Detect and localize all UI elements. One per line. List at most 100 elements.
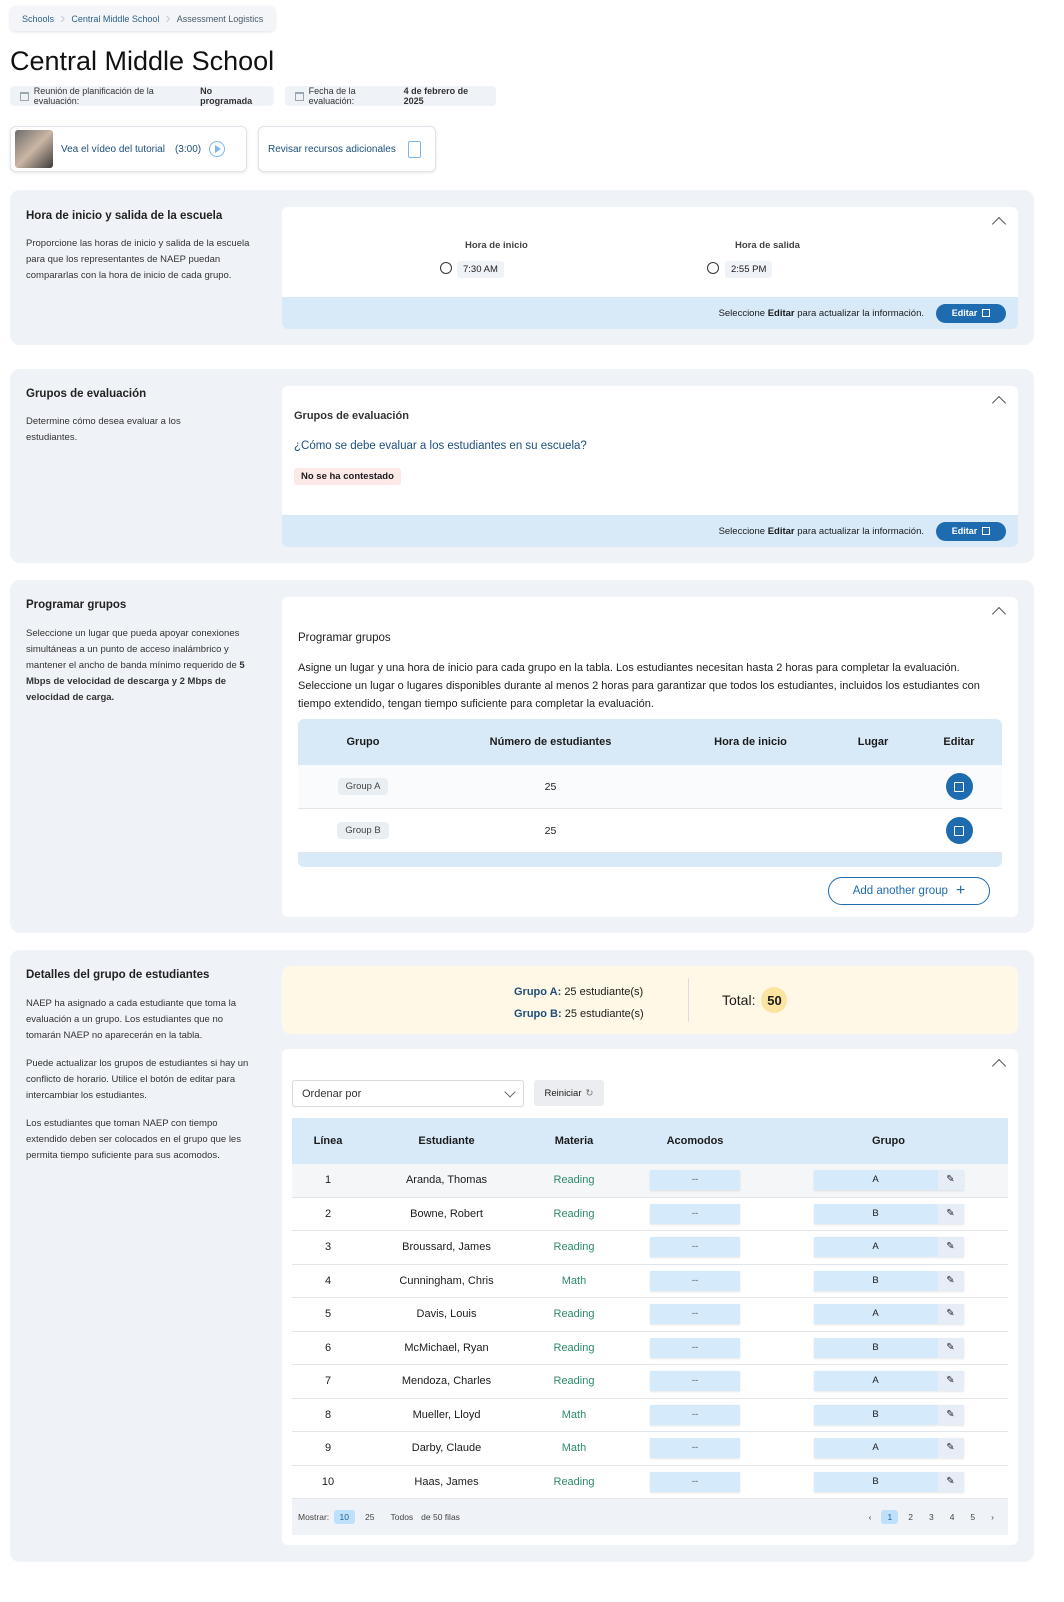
col-start: Hora de inicio	[714, 736, 787, 748]
student-count: 25	[544, 780, 557, 793]
total-badge: 50	[761, 987, 788, 1013]
page-2[interactable]: 2	[908, 1512, 913, 1522]
page-1[interactable]: 1	[881, 1510, 899, 1524]
edit-group-button[interactable]	[945, 817, 973, 844]
edit-group-button[interactable]	[945, 773, 973, 800]
group-pill: Group B	[337, 822, 389, 839]
table-row: 4 Cunningham, Chris Math -- B ✎	[292, 1264, 1008, 1298]
group-field: A ✎	[813, 1170, 964, 1191]
breadcrumb-current: Assessment Logistics	[176, 13, 264, 24]
breadcrumb-school[interactable]: Central Middle School	[71, 13, 160, 24]
line-number: 7	[324, 1375, 332, 1388]
tutorial-video-button[interactable]: Vea el vídeo del tutorial (3:00)	[10, 126, 247, 172]
table-row: 10 Haas, James Reading -- B ✎	[292, 1465, 1008, 1499]
table-row: Group A 25	[298, 765, 1002, 809]
additional-resources-button[interactable]: Revisar recursos adicionales	[258, 126, 436, 172]
question: ¿Cómo se debe evaluar a los estudiantes …	[294, 440, 587, 452]
pencil-icon[interactable]: ✎	[937, 1438, 964, 1459]
chevron-up-icon[interactable]	[991, 1058, 1007, 1074]
subject: Reading	[553, 1375, 595, 1388]
pencil-icon[interactable]: ✎	[937, 1471, 964, 1492]
chevron-right-icon: ›	[165, 9, 171, 27]
page-4[interactable]: 4	[949, 1512, 955, 1522]
line-number: 5	[324, 1308, 332, 1321]
page-size-25[interactable]: 25	[365, 1512, 375, 1522]
instructions: Asigne un lugar y una hora de inicio par…	[298, 662, 980, 710]
section-title: Programar grupos	[26, 599, 127, 611]
groups-table: Grupo Número de estudiantes Hora de inic…	[298, 719, 1002, 867]
planning-meeting-badge: Reunión de planificación de la evaluació…	[10, 86, 274, 106]
table-header: Grupo Número de estudiantes Hora de inic…	[298, 719, 1002, 765]
schedule-groups-card: Programar grupos Asigne un lugar y una h…	[282, 597, 1018, 917]
chevron-up-icon[interactable]	[991, 395, 1007, 411]
edit-footer: Seleccione Editar para actualizar la inf…	[282, 515, 1018, 547]
breadcrumb: Schools › Central Middle School › Assessme…	[10, 6, 276, 31]
chevron-up-icon[interactable]	[991, 606, 1007, 622]
row-count: de 50 filas	[421, 1512, 460, 1522]
refresh-icon: ↻	[585, 1087, 594, 1099]
edit-button[interactable]: Editar	[936, 303, 1006, 323]
accommodations: --	[650, 1404, 740, 1425]
breadcrumb-schools[interactable]: Schools	[22, 13, 55, 24]
group-value: A	[872, 1241, 879, 1253]
sort-select[interactable]: Ordenar por	[292, 1080, 524, 1107]
planning-label: Reunión de planificación de la evaluació…	[33, 86, 154, 106]
pencil-icon[interactable]: ✎	[937, 1337, 964, 1358]
pencil-icon[interactable]: ✎	[937, 1371, 964, 1392]
video-duration: (3:00)	[174, 143, 202, 155]
planning-value: No programada	[200, 86, 253, 106]
accommodations: --	[650, 1304, 740, 1325]
subject: Reading	[553, 1475, 595, 1488]
chevron-up-icon[interactable]	[991, 216, 1007, 232]
desc-paragraph: Los estudiantes que toman NAEP con tiemp…	[26, 1118, 241, 1161]
student-count: 25	[544, 824, 557, 837]
edit-button[interactable]: Editar	[936, 521, 1006, 541]
edit-footer: Seleccione Editar para actualizar la inf…	[282, 297, 1018, 329]
edit-icon	[982, 309, 991, 317]
edit-icon	[954, 825, 964, 836]
students-table: Línea Estudiante Materia Acomodos Grupo …	[292, 1118, 1008, 1535]
page-size-10[interactable]: 10	[333, 1510, 356, 1524]
group-field: A ✎	[813, 1304, 964, 1325]
accommodations: --	[650, 1371, 740, 1392]
pencil-icon[interactable]: ✎	[937, 1270, 964, 1291]
video-label: Vea el vídeo del tutorial	[61, 143, 165, 155]
edit-icon	[954, 781, 964, 792]
pencil-icon[interactable]: ✎	[937, 1404, 964, 1425]
table-row: 2 Bowne, Robert Reading -- B ✎	[292, 1197, 1008, 1231]
reset-button[interactable]: Reiniciar ↻	[534, 1080, 604, 1106]
student-name: Davis, Louis	[416, 1308, 477, 1321]
pencil-icon[interactable]: ✎	[937, 1203, 964, 1224]
clock-icon	[707, 262, 719, 274]
table-row: 9 Darby, Claude Math -- A ✎	[292, 1432, 1008, 1466]
divider	[688, 978, 689, 1022]
add-group-button[interactable]: Add another group +	[828, 877, 990, 905]
pencil-icon[interactable]: ✎	[937, 1237, 964, 1258]
school-hours-section: Hora de inicio y salida de la escuela Pr…	[10, 190, 1034, 345]
group-value: A	[872, 1308, 879, 1320]
schedule-groups-section: Programar grupos Seleccione un lugar que…	[10, 580, 1034, 933]
group-field: B ✎	[813, 1337, 964, 1358]
pencil-icon[interactable]: ✎	[937, 1170, 964, 1191]
edit-hint: Seleccione Editar para actualizar la inf…	[718, 307, 924, 319]
summary-group-b: Grupo B: 25 estudiante(s)	[514, 1008, 644, 1020]
group-value: B	[872, 1274, 879, 1286]
page-5[interactable]: 5	[970, 1512, 976, 1522]
prev-page-icon[interactable]: ‹	[868, 1512, 872, 1522]
line-number: 10	[321, 1475, 335, 1488]
end-time-value: 2:55 PM	[725, 261, 773, 278]
col-group: Grupo	[872, 1135, 905, 1147]
table-footer	[298, 853, 1002, 867]
group-summary: Grupo A: 25 estudiante(s) Grupo B: 25 es…	[282, 966, 1018, 1034]
start-time-label: Hora de inicio	[465, 240, 528, 251]
card-title: Programar grupos	[298, 632, 391, 644]
line-number: 8	[324, 1408, 332, 1421]
page-size-all[interactable]: Todos	[390, 1512, 414, 1522]
page-3[interactable]: 3	[928, 1512, 934, 1522]
pencil-icon[interactable]: ✎	[937, 1304, 964, 1325]
next-page-icon[interactable]: ›	[991, 1512, 994, 1522]
group-field: B ✎	[813, 1471, 964, 1492]
section-description: Determine cómo desea evaluar a los estud…	[26, 416, 181, 443]
accommodations: --	[650, 1237, 740, 1258]
group-field: A ✎	[813, 1438, 964, 1459]
